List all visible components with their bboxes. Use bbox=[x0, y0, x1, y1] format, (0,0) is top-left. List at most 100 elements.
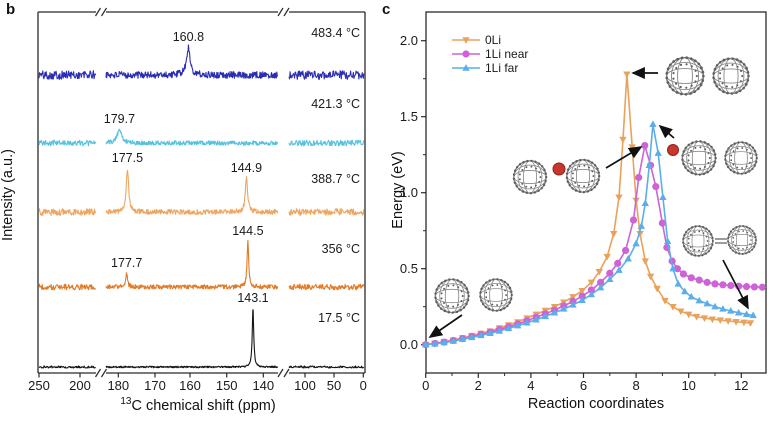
series-marker-2 bbox=[477, 331, 485, 339]
series-marker-1 bbox=[652, 183, 660, 191]
x-tick-label-c: 6 bbox=[580, 378, 587, 393]
axis-break-slash bbox=[283, 368, 290, 378]
series-marker-2 bbox=[468, 333, 476, 341]
nmr-trace-4 bbox=[105, 309, 279, 369]
y-tick-label-c: 0.0 bbox=[400, 337, 418, 352]
x-tick-label-b: 150 bbox=[216, 378, 238, 393]
series-marker-1 bbox=[679, 270, 688, 278]
series-marker-2 bbox=[532, 315, 540, 323]
panel-label-b: b bbox=[6, 1, 16, 18]
series-marker-2 bbox=[641, 199, 650, 207]
axis-break-slash bbox=[277, 7, 284, 17]
inset-li-between-c60-pair-annotation-arrow bbox=[605, 146, 643, 169]
x-tick-label-b: 50 bbox=[327, 378, 341, 393]
series-marker-1 bbox=[614, 259, 622, 267]
series-marker-2 bbox=[695, 296, 703, 304]
peak-shift-label: 179.7 bbox=[104, 112, 135, 126]
x-axis-title-b-superscript: 13 bbox=[120, 396, 132, 407]
series-marker-2 bbox=[431, 339, 439, 347]
inset-two-isolated-c60-fullerene-cage-icon bbox=[434, 278, 470, 314]
series-marker-2 bbox=[669, 264, 677, 272]
x-tick-label-b: 100 bbox=[294, 378, 316, 393]
series-marker-2 bbox=[637, 222, 646, 229]
series-marker-2 bbox=[742, 310, 751, 317]
series-marker-0 bbox=[692, 313, 701, 321]
inset-bonded-c60-dimer-annotation-arrow bbox=[722, 259, 749, 310]
series-marker-1 bbox=[606, 269, 614, 277]
series-marker-1 bbox=[641, 141, 649, 150]
temperature-label: 388.7 °C bbox=[311, 172, 360, 186]
axis-break-slash bbox=[94, 368, 102, 378]
x-tick-label-b: 250 bbox=[28, 378, 50, 393]
y-axis-title-c: Energy (eV) bbox=[390, 151, 406, 229]
legend-label-0: 0Li bbox=[485, 33, 501, 47]
peak-shift-label: 143.1 bbox=[237, 291, 268, 305]
peak-shift-label: 177.7 bbox=[111, 256, 142, 270]
x-tick-label-b: 160 bbox=[179, 378, 201, 393]
series-marker-2 bbox=[587, 290, 596, 298]
inset-bonded-c60-dimer-fullerene-cage-icon bbox=[682, 225, 714, 257]
series-marker-1 bbox=[703, 278, 711, 286]
series-marker-0 bbox=[603, 253, 611, 261]
axis-break-slash bbox=[100, 368, 108, 378]
y-tick-label-c: 0.5 bbox=[400, 261, 418, 276]
legend-marker-2 bbox=[462, 64, 470, 71]
inset-two-isolated-c60-annotation-arrow bbox=[428, 314, 463, 338]
series-marker-2 bbox=[449, 337, 458, 344]
series-marker-1 bbox=[727, 281, 735, 290]
series-marker-0 bbox=[610, 231, 618, 238]
y-axis-title-b: Intensity (a.u.) bbox=[0, 149, 16, 241]
legend-marker-0 bbox=[462, 37, 470, 44]
x-tick-label-c: 4 bbox=[527, 378, 534, 393]
x-axis-title-b-text: C chemical shift (ppm) bbox=[131, 397, 276, 414]
legend-marker-1 bbox=[462, 50, 470, 58]
series-marker-0 bbox=[578, 288, 586, 295]
axis-break-slash bbox=[100, 7, 108, 17]
series-marker-2 bbox=[615, 266, 623, 273]
nmr-trace-1 bbox=[288, 139, 365, 147]
series-marker-2 bbox=[578, 296, 586, 304]
inset-li-far-c60-pair-fullerene-cage-icon bbox=[681, 140, 717, 176]
series-marker-2 bbox=[541, 312, 550, 320]
inset-li-between-c60-pair-fullerene-cage-icon bbox=[565, 158, 601, 194]
series-marker-0 bbox=[708, 316, 717, 324]
x-tick-label-b: 170 bbox=[144, 378, 166, 393]
inset-bonded-c60-dimer-fullerene-cage-icon bbox=[727, 225, 757, 255]
series-marker-0 bbox=[653, 285, 661, 293]
axis-break-slash bbox=[94, 7, 102, 17]
series-marker-1 bbox=[635, 173, 643, 182]
x-tick-label-c: 10 bbox=[681, 378, 695, 393]
series-marker-0 bbox=[677, 308, 685, 316]
series-marker-2 bbox=[569, 300, 577, 308]
series-marker-1 bbox=[621, 246, 630, 255]
series-marker-0 bbox=[669, 304, 677, 311]
series-marker-2 bbox=[711, 302, 719, 310]
inset-li-far-c60-pair-fullerene-cage-icon bbox=[724, 141, 758, 175]
series-marker-0 bbox=[623, 71, 631, 79]
series-marker-1 bbox=[658, 219, 667, 227]
series-marker-2 bbox=[495, 327, 504, 334]
series-marker-2 bbox=[550, 308, 559, 316]
inset-li-far-c60-pair-lithium-atom-icon bbox=[667, 144, 679, 156]
peak-shift-label: 177.5 bbox=[112, 151, 143, 165]
series-marker-0 bbox=[740, 319, 748, 327]
inset-li-between-c60-pair-lithium-atom-icon bbox=[552, 162, 566, 176]
temperature-label: 483.4 °C bbox=[311, 26, 360, 40]
nmr-trace-4 bbox=[38, 365, 96, 369]
series-marker-2 bbox=[727, 307, 735, 314]
series-marker-0 bbox=[569, 294, 577, 301]
axis-break-slash bbox=[283, 7, 290, 17]
series-marker-0 bbox=[724, 318, 732, 325]
series-marker-2 bbox=[560, 305, 568, 312]
series-marker-0 bbox=[615, 194, 623, 202]
y-tick-label-c: 1.5 bbox=[400, 109, 418, 124]
series-marker-2 bbox=[645, 161, 653, 169]
inset-li-between-c60-pair-fullerene-cage-icon bbox=[512, 159, 548, 195]
series-marker-2 bbox=[649, 120, 657, 127]
x-tick-label-c: 12 bbox=[734, 378, 748, 393]
series-marker-0 bbox=[646, 273, 655, 281]
series-marker-0 bbox=[700, 315, 709, 322]
y-tick-label-c: 2.0 bbox=[400, 33, 418, 48]
